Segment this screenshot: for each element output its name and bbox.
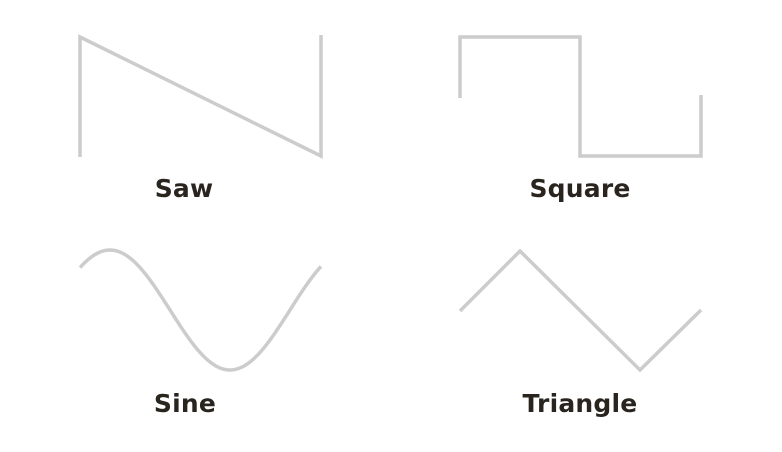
sine-wave-icon <box>78 248 323 372</box>
saw-label: Saw <box>154 174 214 203</box>
saw-wave-icon <box>78 34 323 159</box>
square-wave-icon <box>458 35 703 158</box>
triangle-label: Triangle <box>522 389 638 418</box>
square-label: Square <box>529 174 631 203</box>
sine-label: Sine <box>153 389 217 418</box>
triangle-wave-icon <box>458 248 703 373</box>
